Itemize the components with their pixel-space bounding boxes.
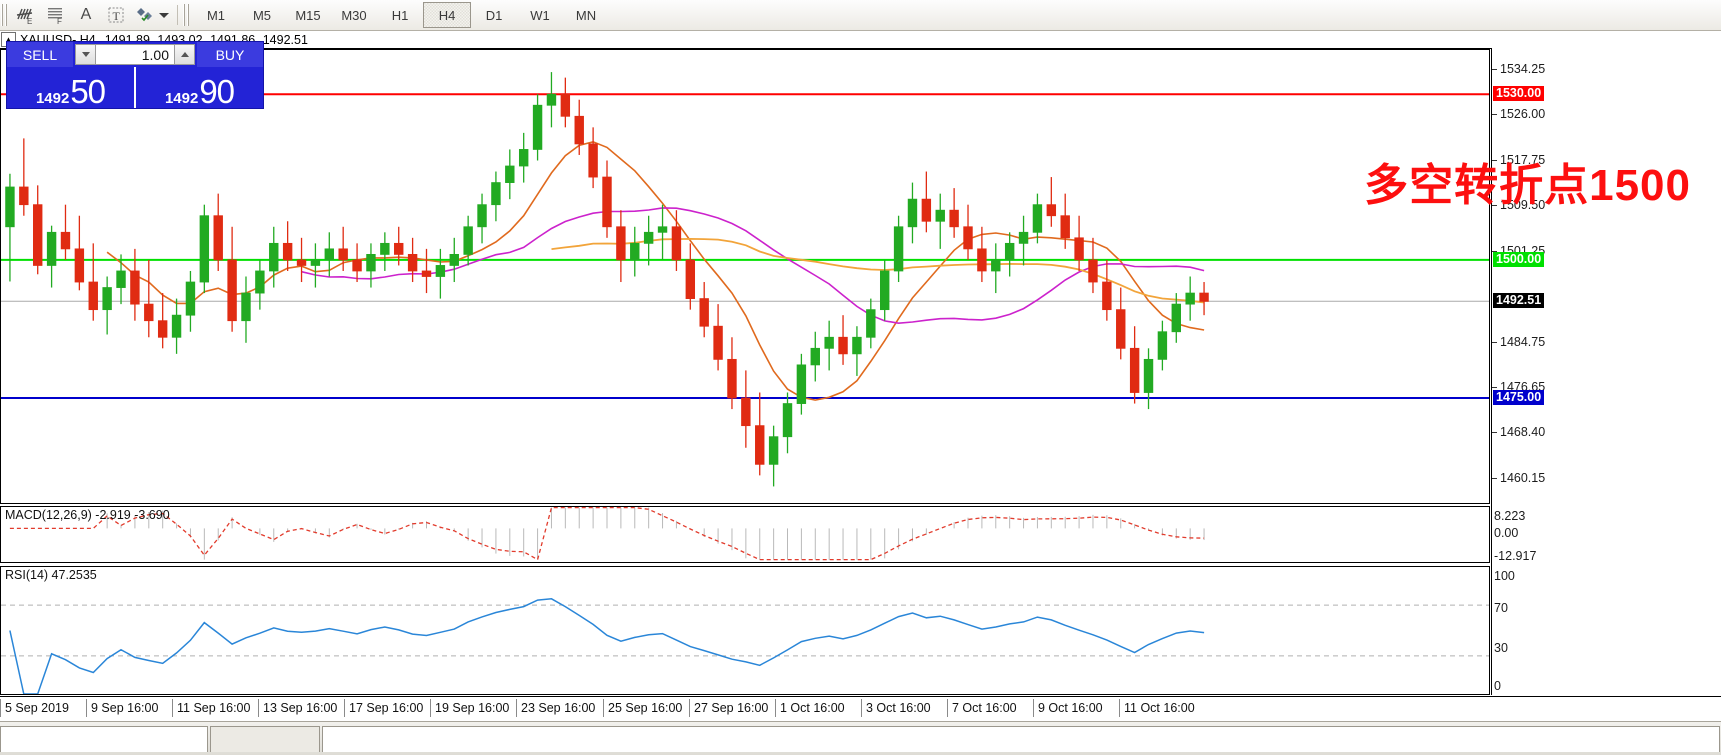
timeframe-m5[interactable]: M5 [252,7,272,23]
text-box-icon[interactable]: T [101,2,131,28]
time-axis-tick: 13 Sep 16:00 [258,699,337,717]
rsi-chart-svg [1,598,1489,694]
price-axis-marker-resistance-line[interactable]: 1530.00 [1493,86,1545,102]
time-axis-tick: 7 Oct 16:00 [947,699,1017,717]
shapes-icon[interactable] [131,2,161,28]
toolbar-grip-1[interactable] [1,4,8,26]
taskbar-tab-1[interactable] [0,726,208,752]
taskbar-tab-3[interactable] [322,726,1720,752]
time-axis-tick: 11 Sep 16:00 [172,699,250,717]
time-axis-tick: 17 Sep 16:00 [344,699,423,717]
time-axis-tick: 19 Sep 16:00 [430,699,509,717]
sell-price[interactable]: 1492 50 [7,67,134,108]
indicator-axis-tick: 8.223 [1494,509,1526,523]
chart-annotation-text: 多空转折点1500 [1364,161,1691,210]
price-axis-tick: 1509.50 [1492,198,1545,212]
one-click-trading-panel[interactable]: SELL 1.00 BUY 1492 50 1492 90 [6,41,264,109]
buy-price[interactable]: 1492 90 [136,67,263,108]
elliott-wave-icon[interactable]: E [11,2,41,28]
time-axis-tick: 27 Sep 16:00 [689,699,768,717]
timeframe-mn[interactable]: MN [575,7,597,23]
shapes-dropdown-caret-icon[interactable] [159,12,169,18]
indicator-axis-tick: 0 [1494,679,1501,693]
price-axis-tick: 1468.40 [1492,425,1545,439]
time-axis-tick: 1 Oct 16:00 [775,699,845,717]
rsi-pane[interactable]: RSI(14) 47.2535 [0,566,1490,695]
buy-button[interactable]: BUY [197,42,263,67]
time-axis-tick: 11 Oct 16:00 [1119,699,1195,717]
svg-text:E: E [27,17,32,25]
timeframe-m1[interactable]: M1 [206,7,226,23]
indicator-axis-tick: -12.917 [1494,549,1537,563]
indicator-axis-tick: 30 [1494,641,1508,655]
taskbar-tab-2[interactable] [210,726,320,752]
indicator-axis-tick: 0.00 [1494,526,1519,540]
price-chart-svg [1,72,1489,487]
taskbar [0,721,1721,755]
rsi-label: RSI(14) 47.2535 [5,568,97,582]
timeframe-h1[interactable]: H1 [391,7,409,23]
price-axis-marker-last-price-line[interactable]: 1492.51 [1493,293,1545,309]
svg-text:F: F [57,17,62,25]
toolbar-separator [177,5,178,25]
volume-increase-button[interactable] [174,44,195,65]
sell-button[interactable]: SELL [7,42,73,67]
text-label-icon[interactable]: A [80,6,92,23]
timeframe-m30[interactable]: M30 [341,7,367,23]
time-axis-tick: 3 Oct 16:00 [861,699,931,717]
time-axis-tick: 25 Sep 16:00 [603,699,682,717]
timeframe-m15[interactable]: M15 [295,7,321,23]
price-pane[interactable] [0,49,1490,504]
volume-decrease-button[interactable] [75,44,96,65]
timeframe-d1[interactable]: D1 [485,7,503,23]
fibonacci-icon[interactable]: F [41,2,71,28]
price-axis-marker-pivot-line[interactable]: 1500.00 [1493,251,1545,267]
timeframe-h4[interactable]: H4 [423,2,471,28]
main-toolbar: E F A T M1 M5 M15 M30 H1 H4 D1 [0,0,1721,31]
sell-price-fraction: 50 [70,73,106,110]
svg-text:T: T [113,9,121,23]
price-axis[interactable]: 1534.251526.001517.751509.501501.251484.… [1491,48,1721,695]
price-axis-tick: 1534.25 [1492,62,1545,76]
time-axis-tick: 9 Oct 16:00 [1033,699,1103,717]
buy-price-fraction: 90 [199,73,235,110]
volume-stepper[interactable]: 1.00 [75,44,195,65]
toolbar-grip-2[interactable] [183,4,190,26]
macd-pane[interactable]: MACD(12,26,9) -2.919 -3.690 [0,506,1490,563]
time-axis-tick: 9 Sep 16:00 [86,699,158,717]
buy-price-whole: 1492 [164,90,199,107]
timeframe-w1[interactable]: W1 [530,7,550,23]
volume-input[interactable]: 1.00 [96,44,174,65]
trade-panel-prices: 1492 50 1492 90 [7,67,263,108]
price-axis-tick: 1460.15 [1492,471,1545,485]
sell-price-whole: 1492 [35,90,70,107]
time-axis-tick: 5 Sep 2019 [0,699,69,717]
trade-panel-divider [134,67,136,108]
price-axis-tick: 1484.75 [1492,335,1545,349]
time-axis[interactable]: 5 Sep 2019 9 Sep 16:00 11 Sep 16:00 13 Sep … [0,696,1721,721]
ohlc-close: 1492.51 [262,32,308,47]
trade-panel-header: SELL 1.00 BUY [7,42,263,67]
macd-chart-svg [9,507,1205,561]
price-axis-tick: 1526.00 [1492,107,1545,121]
indicator-axis-tick: 100 [1494,569,1515,583]
time-axis-tick: 23 Sep 16:00 [516,699,595,717]
chart-window: ▲ XAUUSD-,H4 1491.89 1493.02 1491.86 149… [0,31,1721,721]
price-axis-marker-support-line[interactable]: 1475.00 [1493,390,1545,406]
price-axis-tick: 1517.75 [1492,153,1545,167]
macd-label: MACD(12,26,9) -2.919 -3.690 [5,508,170,522]
indicator-axis-tick: 70 [1494,601,1508,615]
